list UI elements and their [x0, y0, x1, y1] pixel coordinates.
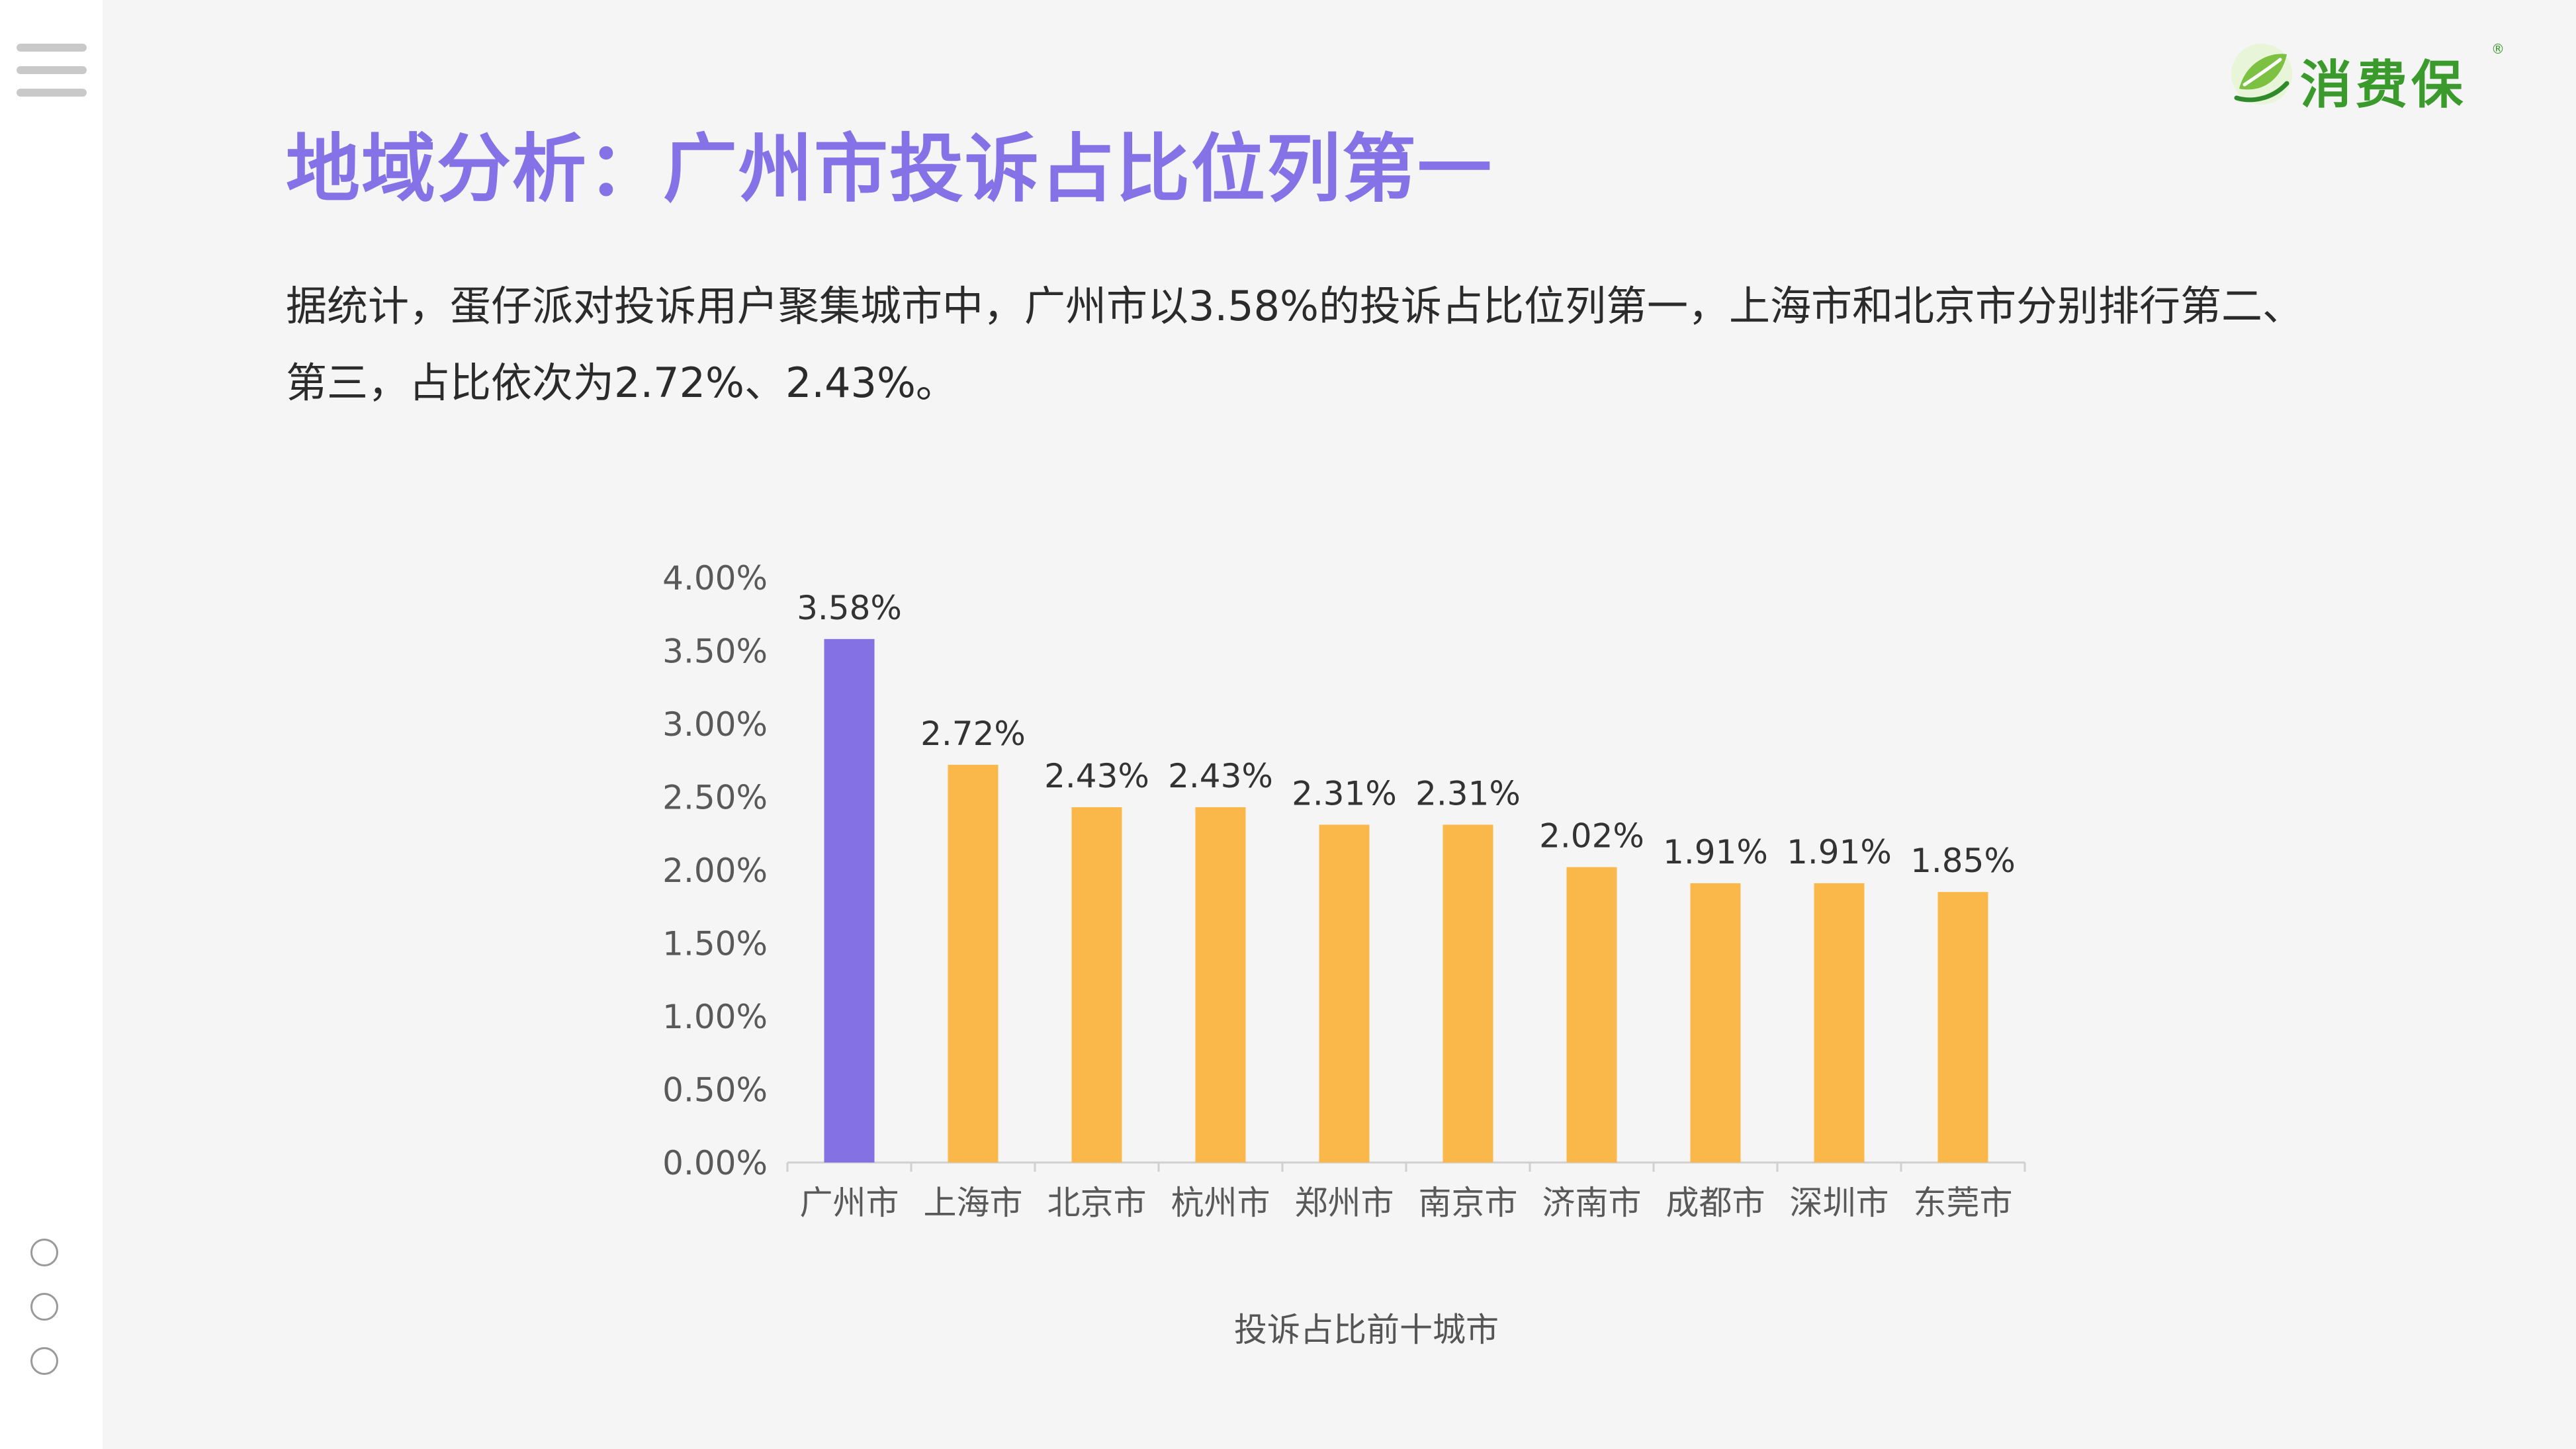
bar [948, 764, 999, 1163]
y-tick-label: 3.50% [662, 633, 768, 671]
x-tick-label: 郑州市 [1295, 1184, 1394, 1222]
y-tick-label: 2.50% [662, 779, 768, 817]
bar [1690, 883, 1741, 1163]
brand-logo: 消费保 ® [2230, 41, 2508, 115]
bar [1071, 807, 1122, 1163]
bar [1443, 824, 1493, 1163]
data-label: 2.02% [1539, 817, 1644, 856]
x-tick-label: 济南市 [1542, 1184, 1642, 1222]
brand-name: 消费保 [2300, 56, 2467, 115]
data-label: 2.72% [920, 715, 1026, 753]
y-tick-label: 1.00% [662, 998, 768, 1036]
bar [1319, 824, 1370, 1163]
x-tick-label: 深圳市 [1790, 1184, 1889, 1222]
x-tick-label: 上海市 [924, 1184, 1023, 1222]
page-dot-2[interactable] [30, 1293, 58, 1321]
page-title: 地域分析：广州市投诉占比位列第一 [286, 126, 1493, 212]
y-tick-label: 0.50% [662, 1071, 768, 1110]
x-tick-label: 广州市 [800, 1184, 899, 1222]
data-label: 2.43% [1044, 757, 1149, 795]
bar [824, 638, 875, 1163]
bar [1937, 892, 1988, 1163]
page-dot-1[interactable] [30, 1239, 58, 1266]
registered-mark: ® [2491, 41, 2505, 57]
intro-paragraph: 据统计，蛋仔派对投诉用户聚集城市中，广州市以3.58%的投诉占比位列第一，上海市… [286, 282, 2303, 407]
chart-svg: 0.00% 0.50% 1.00% 1.50% 2.00% 2.50% 3.00% 3.50%… [662, 559, 2026, 1222]
data-label: 2.31% [1292, 774, 1397, 812]
y-tick-label: 3.00% [662, 705, 768, 744]
chart-caption: 投诉占比前十城市 [1234, 1311, 1499, 1349]
x-tick-label: 东莞市 [1914, 1184, 2013, 1222]
page-dot-3[interactable] [30, 1347, 58, 1375]
data-label: 3.58% [797, 589, 902, 627]
leaf-logo-icon [2231, 44, 2292, 105]
bar [1814, 883, 1865, 1163]
data-label: 2.31% [1415, 774, 1521, 812]
bar [1195, 807, 1246, 1163]
y-tick-label: 4.00% [662, 559, 768, 597]
y-tick-label: 2.00% [662, 852, 768, 890]
x-tick-label: 成都市 [1666, 1184, 1765, 1222]
y-tick-label: 0.00% [662, 1144, 768, 1182]
x-tick-label: 南京市 [1419, 1184, 1518, 1222]
y-tick-label: 1.50% [662, 925, 768, 963]
hamburger-menu-icon[interactable] [17, 44, 87, 98]
data-label: 1.91% [1787, 833, 1892, 871]
data-label: 2.43% [1168, 757, 1273, 795]
bar [1566, 867, 1617, 1163]
bar-chart: 0.00% 0.50% 1.00% 1.50% 2.00% 2.50% 3.00% 3.50%… [655, 543, 2078, 1383]
data-label: 1.85% [1910, 842, 2016, 880]
x-tick-label: 北京市 [1047, 1184, 1147, 1222]
data-label: 1.91% [1663, 833, 1768, 871]
x-tick-label: 杭州市 [1171, 1184, 1270, 1222]
sidebar [0, 0, 103, 1449]
